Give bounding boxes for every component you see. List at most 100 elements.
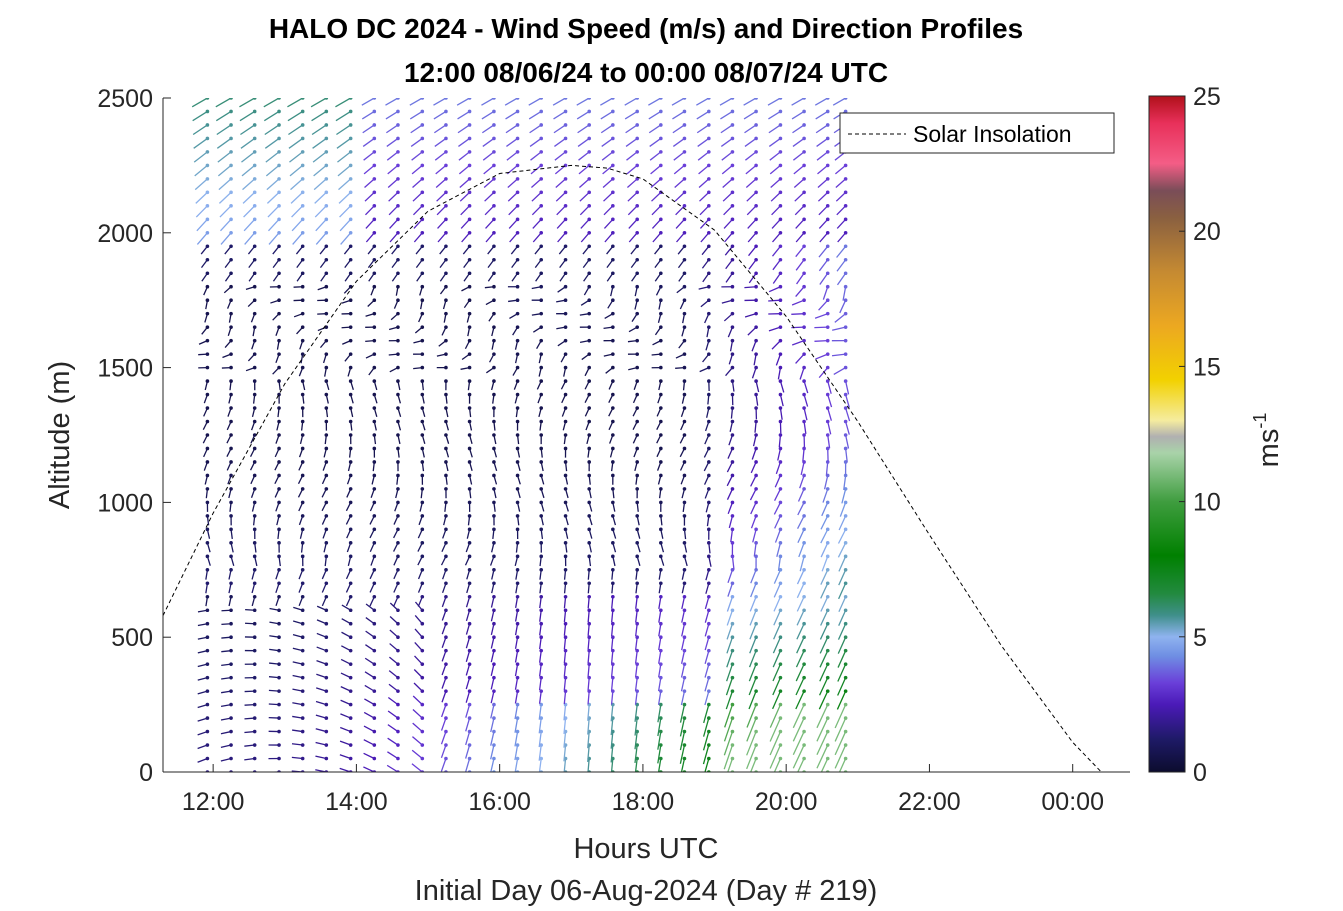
wind-barb (680, 758, 686, 772)
wind-barb-dot (277, 473, 281, 478)
wind-barb-dot (300, 298, 305, 303)
wind-barb-dot (348, 473, 353, 478)
wind-barb-dot (754, 446, 758, 451)
wind-barb-dot (611, 527, 615, 532)
wind-barb-dot (277, 177, 281, 181)
wind-barb-dot (682, 365, 687, 370)
wind-barb-dot (730, 419, 735, 424)
wind-barb-dot (659, 743, 663, 747)
wind-barb-dot (659, 379, 663, 383)
wind-barb (832, 326, 846, 331)
wind-barb (627, 191, 638, 202)
wind-barb-dot (682, 568, 687, 572)
wind-barb-dot (444, 702, 448, 707)
wind-barb-dot (277, 743, 281, 747)
wind-barb-dot (372, 675, 377, 680)
wind-barb-dot (825, 298, 830, 303)
wind-barb (657, 744, 662, 764)
wind-barb-dot (563, 446, 568, 451)
wind-barb (769, 744, 782, 769)
wind-barb-dot (825, 621, 830, 626)
wind-barb-dot (587, 177, 591, 181)
wind-barb-dot (229, 231, 233, 235)
wind-barb-dot (778, 406, 783, 410)
wind-barb (386, 151, 399, 161)
wind-barb-dot (252, 689, 257, 693)
wind-barb-dot (444, 487, 448, 491)
wind-barb (838, 569, 847, 586)
wind-barb-dot (420, 541, 425, 545)
wind-barb-dot (730, 662, 735, 666)
wind-barb-dot (252, 123, 257, 127)
wind-barb (340, 713, 351, 719)
wind-barb-dot (252, 204, 257, 208)
wind-barb (827, 434, 831, 449)
wind-barb (837, 232, 847, 243)
wind-barb (728, 515, 734, 529)
wind-barb-dot (802, 487, 806, 491)
wind-barb (681, 610, 686, 623)
wind-barb (697, 151, 710, 161)
wind-barb-dot (492, 743, 496, 747)
wind-barb (792, 744, 805, 769)
wind-barb-dot (492, 541, 496, 545)
wind-barb (412, 191, 423, 202)
wind-barb (364, 671, 375, 679)
wind-barb (702, 744, 710, 765)
wind-barb-dot (467, 581, 472, 586)
wind-barb (834, 704, 847, 729)
wind-barb-dot (420, 446, 425, 451)
wind-barb-dot (730, 702, 735, 707)
wind-barb-dot (372, 594, 377, 599)
wind-barb (723, 205, 733, 216)
wind-barb-dot (707, 217, 711, 222)
wind-barb-dot (754, 98, 758, 100)
wind-barb (797, 488, 805, 502)
wind-barb (485, 218, 495, 229)
wind-barb-dot (229, 433, 233, 437)
wind-barb-dot (420, 581, 425, 586)
wind-barb-dot (730, 716, 735, 720)
wind-barb (490, 623, 495, 636)
wind-barb-dot (659, 190, 663, 195)
wind-barb (460, 205, 471, 216)
wind-barb (779, 380, 785, 393)
wind-barb-dot (635, 123, 639, 127)
wind-barb-dot (802, 500, 806, 505)
wind-barb (553, 110, 566, 120)
wind-barb (244, 232, 256, 245)
wind-barb (768, 326, 781, 332)
wind-barb-dot (635, 635, 639, 639)
wind-barb (635, 623, 638, 637)
wind-barb-dot (707, 729, 711, 734)
wind-barb (773, 488, 782, 501)
wind-barb (205, 771, 208, 772)
wind-barb-dot (252, 702, 257, 707)
wind-barb (773, 758, 782, 772)
wind-barb (820, 515, 829, 530)
wind-barb-dot (707, 662, 711, 666)
wind-barb-dot (707, 756, 711, 761)
wind-barb (657, 664, 662, 678)
wind-barb (441, 636, 447, 648)
wind-barb-dot (515, 298, 520, 303)
wind-barb (771, 340, 781, 350)
wind-barb-dot (539, 500, 544, 505)
wind-barb (818, 367, 829, 379)
chart-title: HALO DC 2024 - Wind Speed (m/s) and Dire… (269, 13, 1023, 44)
wind-barb-dot (252, 406, 257, 410)
wind-barb-dot (659, 541, 663, 545)
wind-barb-dot (492, 500, 496, 505)
wind-barb-dot (587, 527, 591, 532)
wind-barb-dot (707, 487, 711, 491)
colorbar-tick-label: 20 (1193, 218, 1221, 246)
wind-barb (839, 502, 847, 517)
wind-barb-dot (563, 392, 568, 397)
wind-barb-dot (324, 217, 329, 222)
wind-barb-dot (730, 648, 735, 653)
wind-barb (680, 677, 686, 692)
wind-barb-dot (372, 284, 377, 289)
wind-barb-dot (229, 177, 233, 181)
wind-barb-dot (420, 271, 425, 276)
wind-barb (554, 164, 566, 175)
